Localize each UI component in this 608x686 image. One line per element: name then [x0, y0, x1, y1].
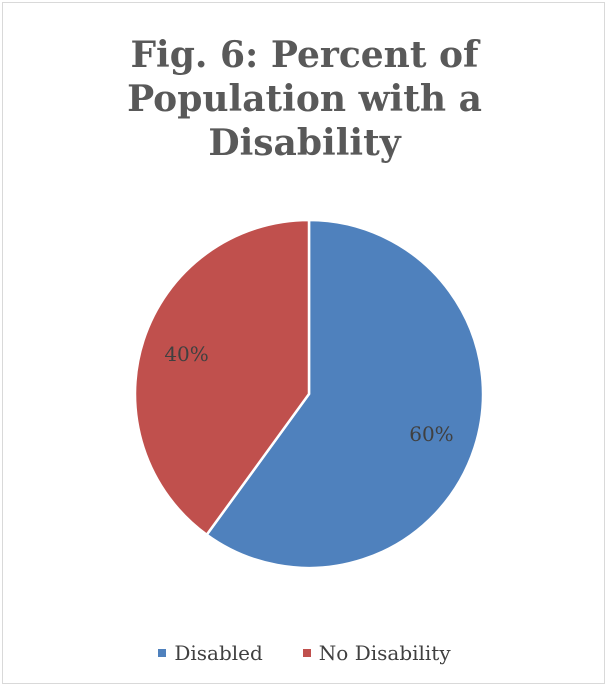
legend-item-disabled: Disabled [158, 641, 263, 665]
legend-label-no-disability: No Disability [318, 641, 451, 665]
pie-chart: 60% 40% [133, 218, 485, 570]
chart-title-line-3: Disability [208, 122, 401, 164]
chart-title-line-1: Fig. 6: Percent of [130, 34, 479, 76]
legend-swatch-disabled [158, 649, 167, 657]
legend-label-disabled: Disabled [174, 641, 263, 665]
pie-slice-disabled [204, 218, 485, 570]
data-label-no-disability: 40% [164, 342, 208, 366]
chart-title-line-2: Population with a [127, 78, 482, 120]
legend-item-no-disability: No Disability [302, 641, 451, 665]
chart-title: Fig. 6: Percent of Population with a Dis… [3, 33, 606, 165]
legend-swatch-no-disability [302, 649, 311, 657]
legend: Disabled No Disability [3, 641, 606, 665]
pie-slice-no-disability [133, 218, 311, 537]
data-label-disabled: 60% [409, 422, 453, 446]
